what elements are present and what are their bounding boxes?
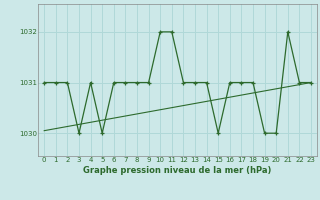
X-axis label: Graphe pression niveau de la mer (hPa): Graphe pression niveau de la mer (hPa)	[84, 166, 272, 175]
